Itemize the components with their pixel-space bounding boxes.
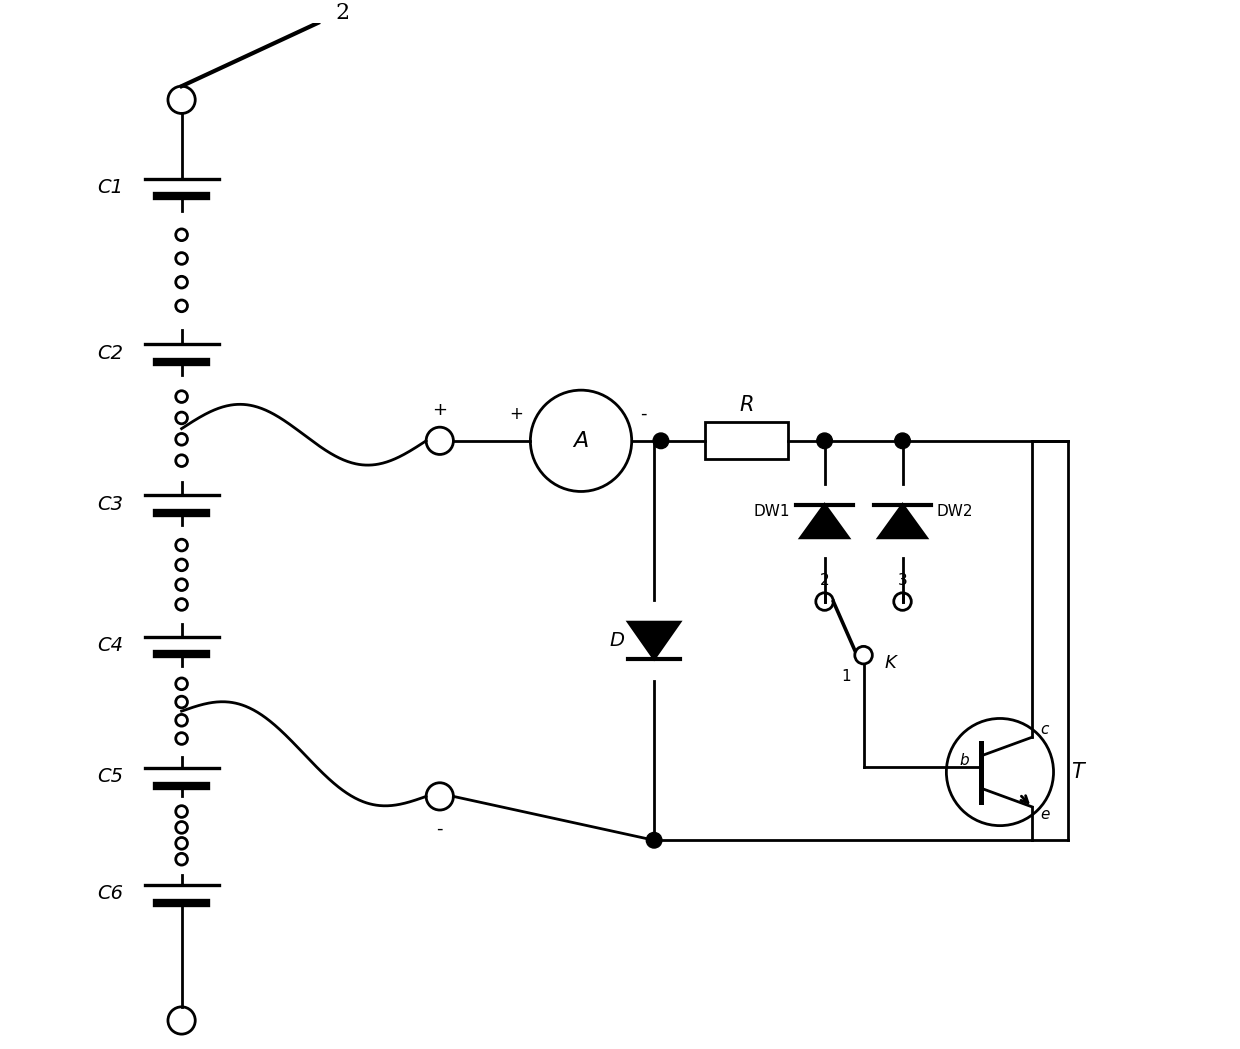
Circle shape — [817, 433, 832, 449]
Text: DW1: DW1 — [754, 504, 790, 519]
Text: b: b — [960, 753, 970, 768]
Circle shape — [895, 433, 910, 449]
Text: C4: C4 — [97, 636, 123, 655]
Text: -: - — [436, 819, 443, 837]
Text: 2: 2 — [820, 573, 830, 587]
Text: C5: C5 — [97, 768, 123, 787]
Text: e: e — [1040, 807, 1049, 822]
Polygon shape — [878, 505, 926, 538]
Text: C1: C1 — [97, 178, 123, 197]
Text: c: c — [1040, 722, 1048, 737]
Text: +: + — [433, 401, 448, 419]
Text: 1: 1 — [841, 669, 851, 684]
Polygon shape — [629, 622, 680, 659]
Text: C6: C6 — [97, 884, 123, 903]
Text: D: D — [610, 631, 625, 650]
Bar — [706, 423, 789, 459]
Text: -: - — [640, 405, 646, 423]
Text: 2: 2 — [335, 2, 350, 24]
Text: DW2: DW2 — [936, 504, 973, 519]
Text: T: T — [1071, 762, 1084, 783]
Text: C3: C3 — [97, 495, 123, 514]
Text: K: K — [885, 654, 897, 672]
Polygon shape — [801, 505, 848, 538]
Text: 3: 3 — [898, 573, 908, 587]
Text: +: + — [508, 405, 523, 423]
Text: R: R — [739, 394, 754, 414]
Circle shape — [646, 833, 662, 848]
Text: C2: C2 — [97, 344, 123, 363]
Text: A: A — [573, 431, 589, 451]
Circle shape — [653, 433, 668, 449]
